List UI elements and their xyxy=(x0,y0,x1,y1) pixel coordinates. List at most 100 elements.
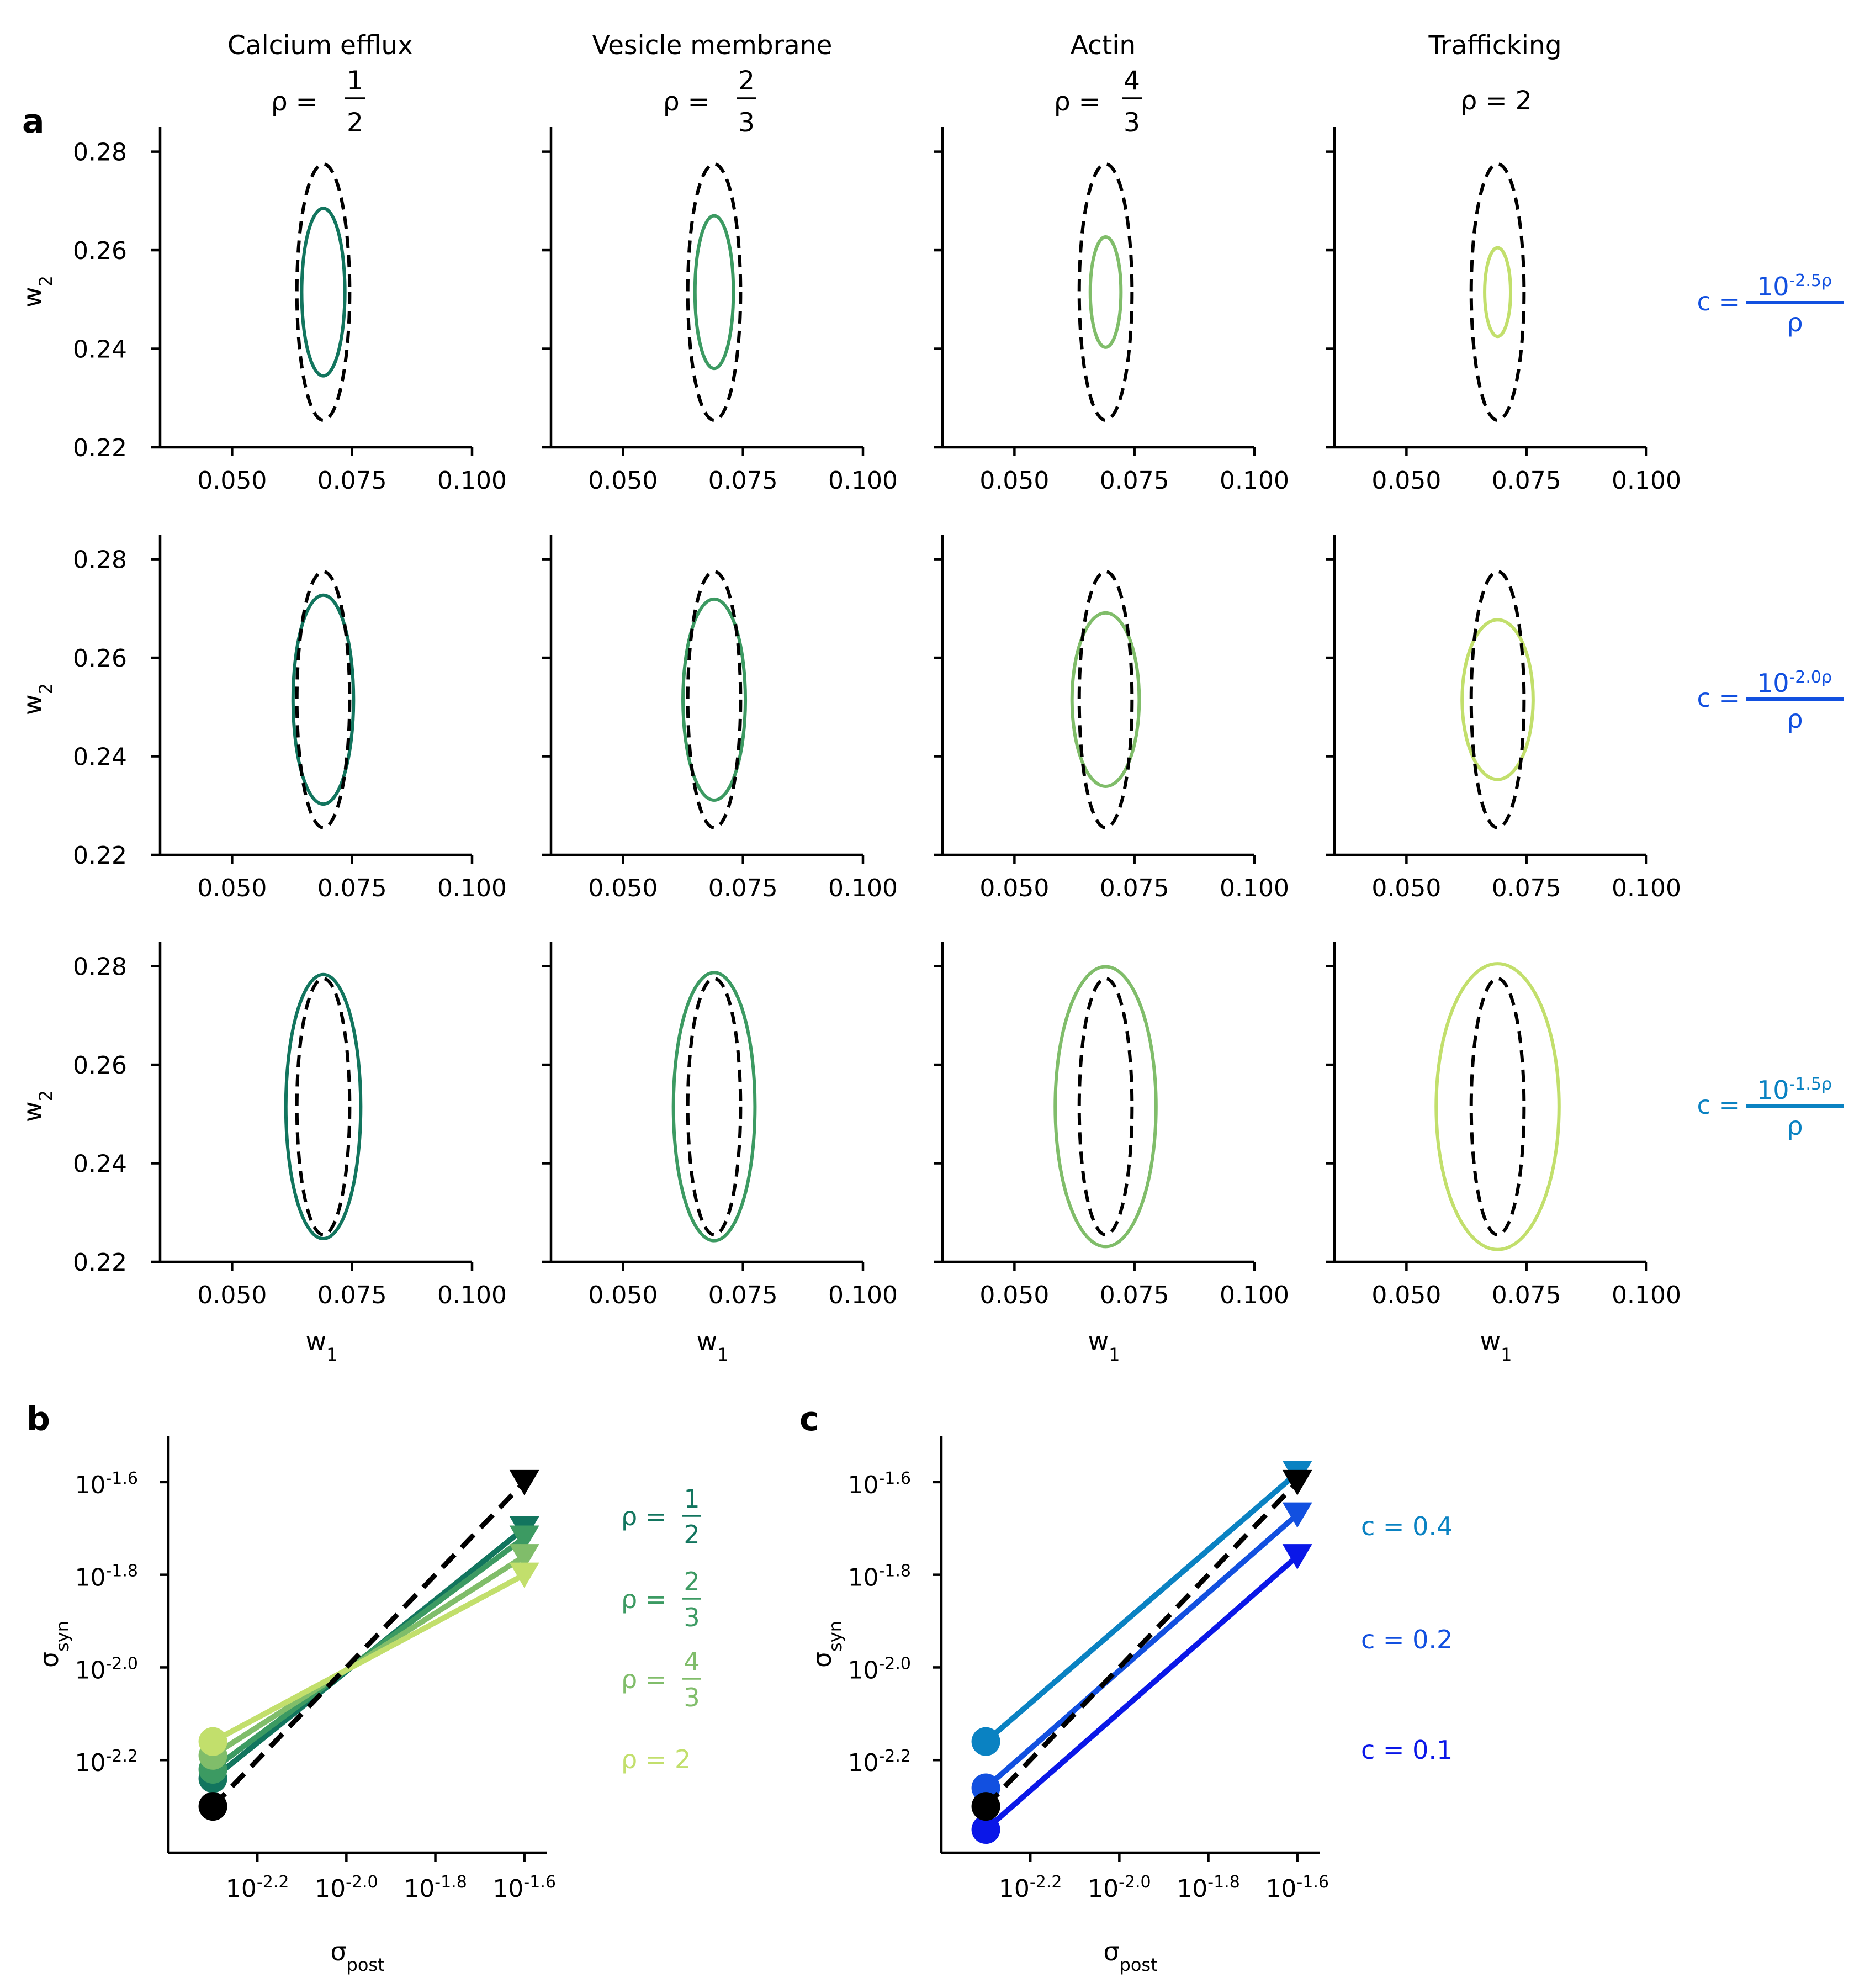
x-tick-label-base: 10 xyxy=(1177,1875,1207,1903)
row-c-prefix: c = xyxy=(1697,1090,1740,1120)
subplot-r1-c2: 0.050 0.075 0.100 xyxy=(542,127,898,495)
model-ellipse xyxy=(681,597,748,802)
x-tick-label: 10-2.2 xyxy=(226,1873,289,1904)
model-ellipse xyxy=(1070,611,1141,788)
legend-b-den: 3 xyxy=(684,1603,700,1632)
x-tick-label-base: 10 xyxy=(1088,1875,1119,1903)
end-marker xyxy=(509,1525,539,1551)
x-tick-label: 0.050 xyxy=(197,467,267,495)
row-c-denominator: ρ xyxy=(1787,704,1803,734)
subplot-r1-c3: 0.050 0.075 0.100 xyxy=(934,127,1289,495)
y-tick-label-exp: -1.8 xyxy=(878,1561,911,1580)
y-tick-label-base: 10 xyxy=(847,1656,878,1684)
x-tick-label: 0.075 xyxy=(1492,874,1561,902)
x-tick-label: 10-1.6 xyxy=(1265,1873,1329,1904)
x-tick-label: 0.050 xyxy=(1371,1281,1441,1309)
model-ellipse xyxy=(284,972,363,1241)
legend-b-prefix: ρ = xyxy=(621,1501,666,1531)
row-c-denominator: ρ xyxy=(1787,1111,1803,1141)
x-axis-label-main: w xyxy=(1088,1326,1109,1356)
panel-c-letter: c xyxy=(799,1400,819,1439)
x-tick-label-exp: -2.2 xyxy=(1030,1873,1062,1892)
legend-b-item-2: ρ = 2 3 xyxy=(621,1567,701,1632)
legend-c-item-3: c = 0.1 xyxy=(1361,1735,1453,1765)
x-tick-label: 0.100 xyxy=(1220,1281,1289,1309)
x-tick-label-base: 10 xyxy=(999,1875,1030,1903)
x-tick-label: 0.050 xyxy=(588,874,658,902)
reference-ellipse xyxy=(1469,162,1526,422)
x-tick-label: 10-1.8 xyxy=(404,1873,467,1904)
x-tick-label: 0.100 xyxy=(1612,874,1681,902)
x-tick-label: 0.100 xyxy=(828,467,898,495)
subplot-r2-c3: 0.050 0.075 0.100 xyxy=(934,535,1289,902)
rho-prefix-actin: ρ = xyxy=(1054,87,1100,117)
series-line xyxy=(984,1512,1300,1790)
start-marker xyxy=(198,1727,227,1756)
y-tick-label-exp: -1.6 xyxy=(878,1468,911,1488)
model-ellipse xyxy=(1434,962,1561,1251)
row-c-numerator: 10-2.5ρ xyxy=(1757,271,1832,302)
legend-b-num: 1 xyxy=(684,1484,700,1514)
panel-a-letter: a xyxy=(22,102,45,141)
row-c-prefix: c = xyxy=(1697,287,1740,316)
y-axis-label-sub: 2 xyxy=(35,1090,56,1101)
legend-b-item-4: ρ = 2 xyxy=(621,1744,691,1774)
x-tick-label: 10-2.0 xyxy=(1088,1873,1151,1904)
start-marker xyxy=(971,1727,1000,1756)
x-axis-label-sub: post xyxy=(1120,1954,1158,1975)
rho-prefix-calcium: ρ = xyxy=(271,87,317,117)
y-tick-label-base: 10 xyxy=(75,1656,105,1684)
y-tick-label-base: 10 xyxy=(847,1564,878,1592)
x-tick-label-exp: -1.8 xyxy=(435,1873,467,1892)
rho-num-calcium: 1 xyxy=(347,66,363,96)
end-marker xyxy=(509,1469,539,1495)
legend-c: c = 0.4 c = 0.2 c = 0.1 xyxy=(1361,1511,1453,1765)
x-tick-label-base: 10 xyxy=(404,1875,435,1903)
row-c-numerator-exp: -1.5ρ xyxy=(1789,1075,1832,1094)
y-axis-label-sub: 2 xyxy=(35,276,56,287)
y-tick-label-exp: -1.8 xyxy=(105,1561,138,1580)
x-tick-label-exp: -1.6 xyxy=(523,1873,556,1892)
row-c-prefix: c = xyxy=(1697,683,1740,713)
x-axis-label-main: w xyxy=(1480,1326,1501,1356)
model-ellipse xyxy=(1460,618,1535,781)
x-axis-label-sub: 1 xyxy=(326,1344,337,1365)
reference-ellipse xyxy=(1077,976,1134,1236)
y-axis-label-sub: syn xyxy=(825,1621,846,1652)
x-axis-label-sub: 1 xyxy=(1109,1344,1120,1365)
x-tick-label: 0.050 xyxy=(197,874,267,902)
legend-b-prefix: ρ = xyxy=(621,1584,666,1614)
x-tick-label: 0.075 xyxy=(708,467,778,495)
y-axis-label-sub: syn xyxy=(52,1621,73,1652)
x-tick-label: 0.075 xyxy=(1100,1281,1169,1309)
y-tick-label: 0.22 xyxy=(73,434,127,462)
x-tick-label-base: 10 xyxy=(226,1875,257,1903)
series-line xyxy=(211,1572,526,1744)
y-tick-label-exp: -2.2 xyxy=(105,1747,138,1766)
reference-ellipse xyxy=(1469,976,1526,1236)
x-tick-label: 0.075 xyxy=(1100,874,1169,902)
subplot-r3-c4: 0.050 0.075 0.100 w1 xyxy=(1326,942,1681,1365)
x-tick-label: 10-2.2 xyxy=(999,1873,1062,1904)
y-tick-label: 10-1.6 xyxy=(75,1468,138,1499)
x-tick-label: 10-2.0 xyxy=(315,1873,378,1904)
y-tick-label-base: 10 xyxy=(847,1749,878,1777)
y-tick-label: 0.22 xyxy=(73,842,127,870)
y-tick-label: 0.28 xyxy=(73,953,127,981)
y-tick-label-base: 10 xyxy=(75,1564,105,1592)
end-marker xyxy=(1282,1469,1312,1495)
model-ellipse xyxy=(300,207,347,378)
y-tick-label: 0.26 xyxy=(73,1051,127,1080)
y-tick-label: 10-2.0 xyxy=(75,1654,138,1685)
y-tick-label-exp: -2.0 xyxy=(105,1654,138,1673)
x-tick-label: 0.050 xyxy=(1371,874,1441,902)
reference-ellipse xyxy=(686,569,743,829)
row-c-numerator-exp: -2.0ρ xyxy=(1789,668,1832,687)
model-ellipse xyxy=(291,593,356,806)
reference-ellipse xyxy=(1469,569,1526,829)
x-tick-label: 0.075 xyxy=(1492,467,1561,495)
x-tick-label-base: 10 xyxy=(315,1875,346,1903)
reference-ellipse xyxy=(295,976,352,1236)
reference-ellipse xyxy=(295,569,352,829)
